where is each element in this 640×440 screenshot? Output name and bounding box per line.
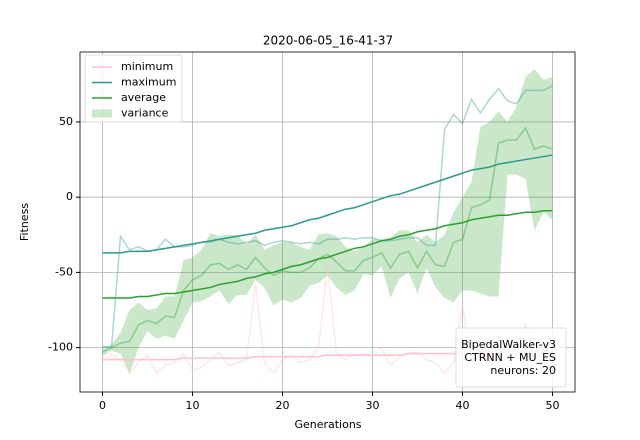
legend-box bbox=[84, 54, 183, 123]
x-tick-label: 40 bbox=[456, 399, 470, 412]
annotation-text: CTRNN + MU_ES bbox=[464, 351, 556, 364]
x-tick-label: 0 bbox=[99, 399, 106, 412]
trend-line bbox=[102, 154, 553, 254]
legend-label: minimum bbox=[121, 60, 173, 73]
x-tick-label: 10 bbox=[186, 399, 200, 412]
variance-band bbox=[102, 69, 553, 374]
legend-label: maximum bbox=[121, 76, 176, 89]
trend-line bbox=[102, 209, 553, 299]
y-tick-label: -50 bbox=[55, 265, 73, 278]
chart-title: 2020-06-05_16-41-37 bbox=[263, 34, 393, 48]
axes-frame bbox=[79, 51, 576, 393]
annotation-box bbox=[455, 327, 567, 388]
x-tick-label: 50 bbox=[546, 399, 560, 412]
x-tick-label: 20 bbox=[276, 399, 290, 412]
legend-label: variance bbox=[121, 107, 169, 120]
legend-label: average bbox=[121, 91, 166, 104]
y-tick-label: 50 bbox=[59, 115, 73, 128]
legend-swatch bbox=[92, 109, 112, 118]
y-tick-label: -100 bbox=[48, 341, 73, 354]
x-axis-label: Generations bbox=[294, 418, 361, 431]
y-axis-label: Fitness bbox=[18, 203, 31, 241]
y-tick-label: 0 bbox=[66, 190, 73, 203]
x-tick-label: 30 bbox=[366, 399, 380, 412]
annotation-text: BipedalWalker-v3 bbox=[461, 338, 556, 351]
raw-line bbox=[102, 126, 553, 353]
annotation-text: neurons: 20 bbox=[490, 364, 556, 377]
